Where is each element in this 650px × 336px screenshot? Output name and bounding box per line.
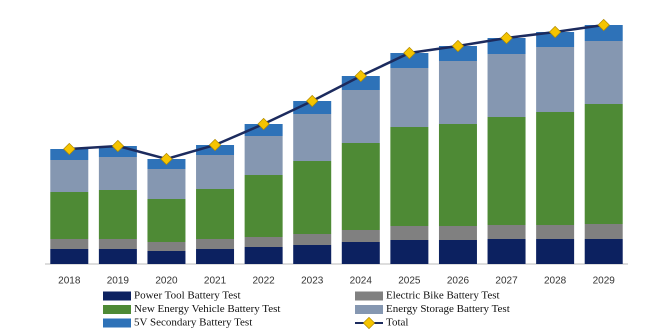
x-tick-label: 2018 bbox=[58, 276, 81, 287]
bar-segment bbox=[536, 32, 575, 47]
bar-segment bbox=[50, 160, 89, 192]
bar-segment bbox=[147, 251, 186, 264]
legend-label: Total bbox=[386, 317, 408, 329]
bar-segment bbox=[536, 239, 575, 264]
bar-segment bbox=[293, 114, 332, 161]
total-marker bbox=[257, 117, 270, 131]
bar-segment bbox=[244, 247, 283, 264]
bar-segment bbox=[98, 190, 137, 239]
total-marker bbox=[354, 69, 367, 83]
bar-segment bbox=[390, 240, 429, 264]
bar-segment bbox=[293, 161, 332, 234]
x-tick-label: 2019 bbox=[107, 276, 130, 287]
x-tick-label: 2027 bbox=[495, 276, 518, 287]
bar-segment bbox=[244, 175, 283, 237]
bar-segment bbox=[50, 249, 89, 264]
legend-label: Electric Bike Battery Test bbox=[386, 290, 500, 302]
bar-segment bbox=[487, 54, 526, 117]
x-tick-label: 2029 bbox=[593, 276, 616, 287]
bar-segment bbox=[147, 169, 186, 199]
legend-label: 5V Secondary Battery Test bbox=[134, 317, 252, 329]
total-marker bbox=[306, 94, 319, 108]
bar-segment bbox=[341, 90, 380, 143]
total-marker bbox=[63, 142, 76, 156]
bar-segment bbox=[244, 136, 283, 175]
legend-swatch bbox=[103, 291, 131, 301]
bar-segment bbox=[147, 199, 186, 242]
bar-segment bbox=[244, 237, 283, 247]
total-line bbox=[69, 23, 604, 161]
bar-segment bbox=[584, 41, 623, 104]
bar-segment bbox=[390, 226, 429, 240]
x-tick-label: 2024 bbox=[350, 276, 373, 287]
bar-segment bbox=[196, 239, 235, 249]
bar-segment bbox=[196, 249, 235, 264]
bar-segment bbox=[487, 225, 526, 239]
bar-segment bbox=[584, 239, 623, 264]
legend-label: Power Tool Battery Test bbox=[134, 290, 241, 302]
bar-segment bbox=[584, 104, 623, 224]
total-marker bbox=[160, 152, 173, 166]
bar-segment bbox=[487, 239, 526, 264]
legend-swatch bbox=[355, 291, 383, 301]
x-tick-label: 2021 bbox=[204, 276, 227, 287]
bar-segment bbox=[50, 192, 89, 239]
total-marker bbox=[208, 138, 222, 152]
bar-segment bbox=[487, 117, 526, 225]
bar-segment bbox=[438, 240, 477, 264]
x-tick-label: 2022 bbox=[253, 276, 276, 287]
bar-segment bbox=[390, 127, 429, 226]
legend-label: Energy Storage Battery Test bbox=[386, 303, 510, 315]
total-marker bbox=[403, 46, 416, 60]
bar-segment bbox=[438, 226, 477, 240]
legend-label: New Energy Vehicle Battery Test bbox=[134, 303, 280, 315]
bar-segment bbox=[438, 124, 477, 226]
bar-segment bbox=[584, 224, 623, 239]
x-tick-label: 2023 bbox=[301, 276, 324, 287]
bar-segment bbox=[536, 112, 575, 225]
x-tick-label: 2025 bbox=[398, 276, 421, 287]
bar-segment bbox=[293, 245, 332, 264]
bar-segment bbox=[50, 239, 89, 249]
legend-swatch bbox=[355, 305, 383, 314]
bar-segment bbox=[341, 143, 380, 230]
bar-segment bbox=[438, 46, 477, 61]
x-tick-label: 2020 bbox=[155, 276, 178, 287]
bar-segment bbox=[536, 225, 575, 239]
bar-segment bbox=[98, 157, 137, 190]
bar-segment bbox=[438, 61, 477, 124]
legend-swatch bbox=[103, 318, 131, 328]
legend-swatch bbox=[103, 305, 131, 314]
x-tick-label: 2026 bbox=[447, 276, 470, 287]
bar-segment bbox=[341, 242, 380, 264]
bar-segment bbox=[341, 230, 380, 242]
bar-segment bbox=[147, 242, 186, 251]
bar-segment bbox=[390, 68, 429, 127]
total-marker bbox=[500, 31, 513, 45]
bar-segment bbox=[584, 25, 623, 41]
legend-marker bbox=[362, 316, 376, 330]
total-marker bbox=[111, 139, 125, 153]
bar-segment bbox=[98, 239, 137, 249]
bar-segment bbox=[98, 249, 137, 264]
bar-segment bbox=[196, 189, 235, 239]
bar-segment bbox=[293, 234, 332, 245]
total-marker bbox=[548, 25, 562, 39]
x-tick-label: 2028 bbox=[544, 276, 567, 287]
bar-segment bbox=[487, 38, 526, 54]
total-marker bbox=[597, 18, 610, 32]
total-marker bbox=[451, 39, 465, 53]
bar-segment bbox=[536, 47, 575, 112]
bar-segment bbox=[196, 155, 235, 189]
